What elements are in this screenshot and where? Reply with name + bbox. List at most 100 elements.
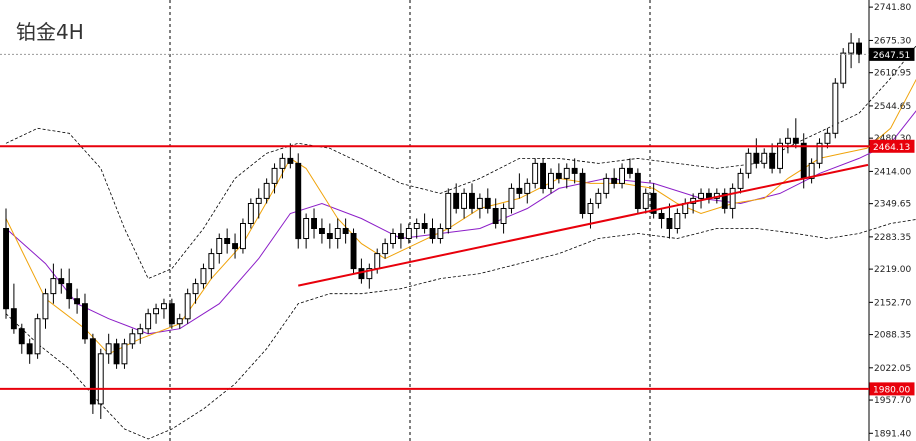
candle-25 [192, 278, 199, 304]
candle-body [232, 243, 239, 250]
candle-100 [785, 128, 791, 154]
candle-body [216, 238, 223, 254]
vertical-grid [169, 0, 651, 441]
candle-body [721, 192, 728, 209]
candle-63 [492, 198, 499, 229]
candle-body [800, 142, 807, 179]
candle-24 [184, 288, 191, 324]
candle-body [224, 238, 231, 244]
candle-body [508, 187, 515, 209]
candle-body [808, 162, 815, 179]
level-tag-1-box [869, 139, 915, 153]
candle-51 [398, 223, 404, 249]
candle-body [516, 187, 523, 194]
candle-body [366, 268, 373, 280]
candle-body [856, 42, 862, 55]
candle-body [145, 313, 152, 330]
candle-body [461, 192, 468, 209]
level-tag-1-text: 2464.13 [873, 143, 910, 153]
candle-body [469, 192, 475, 209]
candle-body [26, 343, 33, 355]
candle-body [445, 192, 452, 229]
candle-body [342, 228, 349, 234]
candle-42 [326, 223, 333, 249]
candle-body [176, 318, 183, 325]
candle-body [58, 278, 65, 285]
candle-body [113, 343, 120, 365]
candle-108 [848, 33, 855, 69]
candle-body [287, 157, 294, 164]
candle-body [642, 192, 649, 209]
candle-83 [650, 183, 657, 219]
candle-body [476, 197, 483, 209]
candle-81 [634, 168, 641, 214]
candle-body [603, 177, 610, 194]
candle-body [698, 192, 704, 199]
candle-body [303, 218, 310, 239]
level-tag-1: 2464.13 [869, 139, 915, 153]
candle-body [137, 328, 144, 335]
candle-body [429, 228, 436, 239]
current-price-tag-box [869, 47, 915, 61]
candle-33 [255, 188, 262, 219]
current-price-tag: 2647.51 [869, 47, 915, 61]
candle-body [674, 213, 681, 229]
candle-body [824, 132, 831, 144]
axis-tick-label: 2022.05 [874, 364, 911, 374]
candle-body [437, 228, 444, 239]
level-tag-2-box [869, 382, 915, 396]
chart-title: 铂金4H [16, 20, 84, 44]
candle-60 [469, 183, 475, 214]
candle-body [184, 293, 191, 320]
bollinger-bands [5, 45, 916, 440]
candle-77 [603, 173, 610, 199]
candle-body [548, 172, 554, 189]
candle-body [405, 228, 412, 239]
candle-47 [366, 263, 373, 289]
candle-14 [105, 333, 112, 364]
candle-38 [295, 153, 302, 249]
candle-98 [769, 143, 776, 174]
candle-body [500, 208, 507, 224]
axis-tick-label: 2675.30 [874, 36, 911, 46]
candle-body [3, 228, 9, 310]
candle-71 [555, 163, 562, 184]
candle-96 [753, 138, 760, 169]
candle-body [263, 182, 270, 199]
candle-body [492, 208, 499, 224]
candle-body [382, 243, 389, 255]
candle-body [484, 197, 491, 209]
candle-109 [856, 38, 862, 64]
axis-tick-label: 2480.30 [874, 134, 911, 144]
candle-body [398, 233, 404, 239]
candle-body [619, 167, 625, 184]
candle-10 [74, 288, 80, 314]
candle-body [66, 283, 73, 300]
candle-body [658, 213, 665, 219]
candle-body [777, 142, 783, 169]
candle-101 [792, 118, 799, 149]
candle-34 [263, 178, 270, 204]
candle-body [192, 283, 199, 295]
candle-body [161, 303, 167, 310]
axis-tick-label: 2610.95 [874, 69, 911, 79]
candle-body [74, 298, 80, 305]
candle-70 [548, 168, 554, 194]
candle-66 [516, 173, 523, 199]
candle-65 [508, 183, 515, 214]
candle-8 [58, 268, 65, 294]
candle-body [34, 318, 41, 355]
candle-27 [208, 248, 215, 279]
candle-13 [97, 348, 104, 419]
candle-50 [390, 228, 397, 249]
candle-93 [729, 183, 736, 219]
candle-body [42, 293, 49, 320]
candle-26 [200, 263, 207, 289]
axis-tick-label: 2088.35 [874, 331, 911, 341]
candle-40 [311, 208, 318, 239]
candle-body [311, 218, 318, 229]
candle-22 [168, 298, 175, 329]
candle-body [89, 338, 96, 405]
